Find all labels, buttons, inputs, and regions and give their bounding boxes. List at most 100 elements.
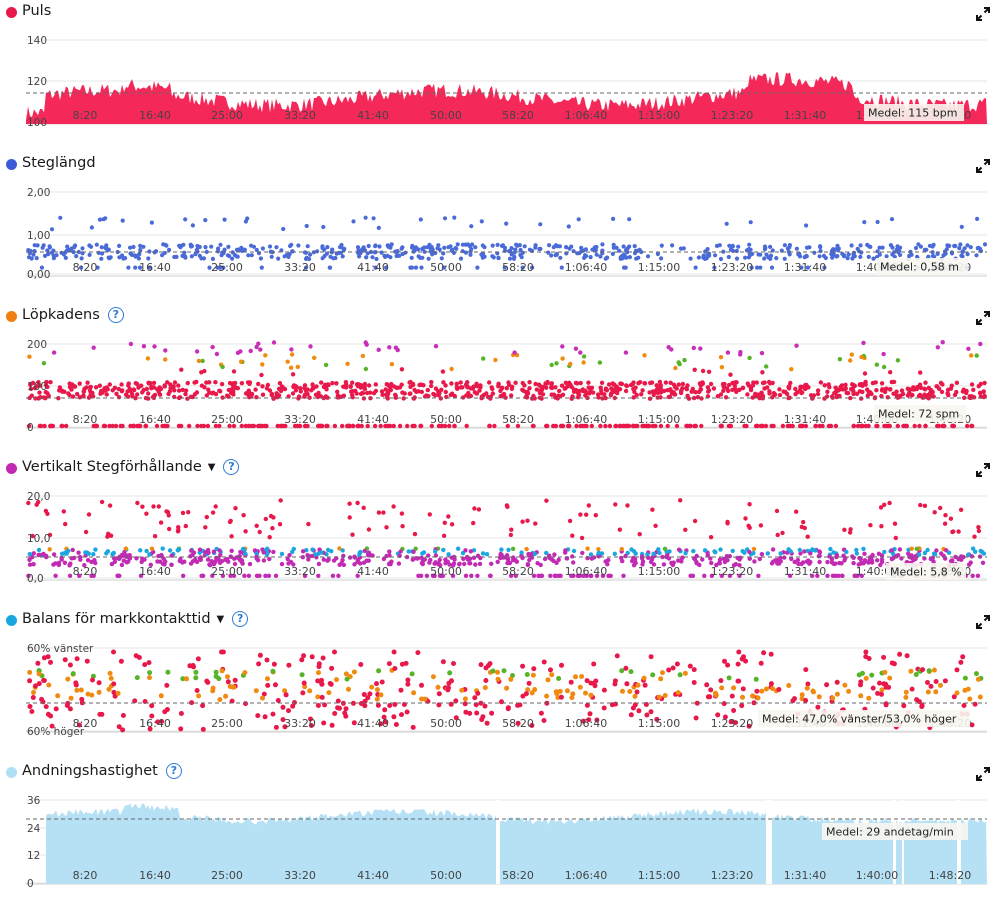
data-point [269,254,274,259]
data-point [857,389,863,394]
data-point [625,423,630,429]
data-point [918,502,923,508]
data-point [408,391,413,396]
help-icon[interactable]: ? [165,763,182,779]
data-point [666,667,672,673]
data-point [845,390,851,396]
data-point [742,550,747,555]
expand-icon[interactable] [976,158,990,173]
data-point [771,423,776,429]
data-point [419,265,424,270]
data-point [656,694,662,700]
data-point [27,678,33,684]
data-point [969,722,975,728]
data-point [530,265,535,270]
chart-title-text[interactable]: Balans för markkontakttid [22,611,211,627]
data-point [361,505,366,510]
data-point [683,527,688,532]
data-point [736,649,742,655]
data-point [278,498,283,503]
data-point [833,423,839,429]
data-point [345,361,350,366]
expand-icon[interactable] [976,462,990,477]
data-point [462,561,467,567]
data-point [138,573,144,578]
data-point [39,696,45,702]
data-point [194,349,200,354]
data-point [472,695,478,701]
dropdown-caret-icon[interactable]: ▼ [207,462,216,473]
data-point [825,559,830,565]
expand-icon[interactable] [976,766,990,781]
data-point [796,561,801,567]
data-point [584,423,589,429]
data-point [721,556,727,562]
help-icon[interactable]: ? [232,611,249,627]
data-point [676,547,682,552]
data-point [849,352,854,357]
expand-icon[interactable] [976,6,990,21]
data-point [220,364,225,370]
x-tick-label: 50:00 [430,261,462,274]
data-point [730,548,735,554]
data-point [341,562,346,568]
data-point [671,382,677,387]
chart-title-text[interactable]: Vertikalt Stegförhållande [22,459,202,475]
data-point [559,383,565,388]
data-point [830,573,836,578]
data-point [880,245,885,250]
data-point [861,340,866,346]
data-point [89,692,95,698]
data-point [409,255,414,260]
data-point [657,379,663,385]
data-point [388,562,393,567]
data-point [510,673,515,678]
data-point [449,381,454,386]
data-point [966,552,971,557]
data-point [261,550,266,555]
data-point [451,563,456,568]
data-point [316,390,321,396]
data-point [926,668,932,674]
data-point [737,573,742,578]
data-point [34,502,39,507]
data-point [27,669,33,675]
data-gap [902,800,904,884]
data-point [282,688,288,694]
data-point [37,383,43,388]
data-point [453,698,459,704]
x-tick-label: 25:00 [211,565,243,578]
expand-icon[interactable] [976,310,990,325]
data-point [91,345,96,350]
data-point [452,557,457,562]
data-point [184,676,189,682]
help-icon[interactable]: ? [107,307,124,323]
data-point [505,557,511,562]
data-point [476,507,482,512]
data-point [612,681,618,687]
data-point [282,724,288,730]
data-point [270,526,275,531]
data-point [400,524,405,529]
data-point [299,657,305,663]
expand-icon[interactable] [976,614,990,629]
data-point [400,245,405,250]
data-point [634,392,639,398]
mean-label: Medel: 5,8 % [890,566,962,579]
data-point [977,694,983,700]
data-point [659,256,664,261]
data-point [473,562,478,567]
help-icon[interactable]: ? [223,459,240,475]
data-point [125,559,131,564]
x-tick-label: 1:31:40 [784,565,826,578]
data-point [682,670,688,676]
data-point [194,688,200,693]
x-tick-label: 1:06:40 [565,109,607,122]
dropdown-caret-icon[interactable]: ▼ [216,614,225,625]
data-point [211,549,217,554]
data-point [425,387,430,393]
data-point [151,380,157,386]
data-point [405,423,410,429]
data-point [727,573,733,578]
data-point [599,380,605,385]
